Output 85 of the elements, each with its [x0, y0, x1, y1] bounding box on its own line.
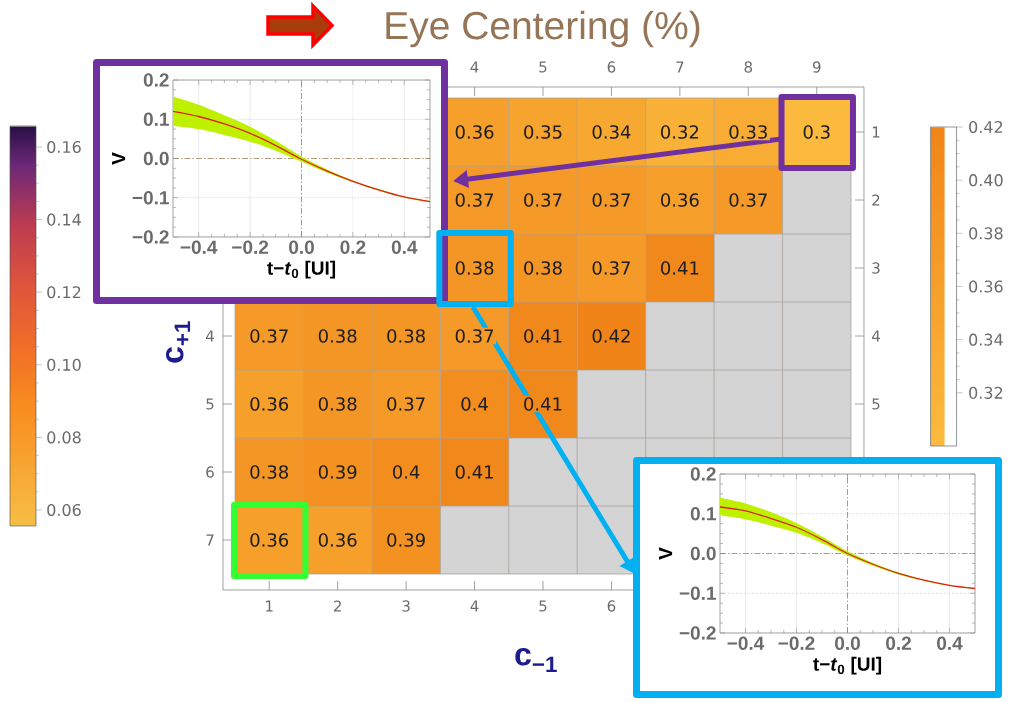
data-label: 0.4	[392, 465, 420, 479]
data-label: 0.36	[455, 125, 494, 139]
data-label: 0.41	[524, 397, 562, 411]
x-tick-label: 5	[539, 61, 547, 73]
x-tick-label: 2	[333, 600, 341, 612]
y-tick-label: −0.1	[679, 586, 716, 600]
data-label: 0.39	[318, 465, 357, 479]
data-label: 0.37	[455, 193, 494, 207]
x-tick-label: −0.2	[232, 240, 269, 254]
color-bar-label: 0.36	[969, 280, 1003, 293]
x-tick-label: 4	[470, 61, 479, 73]
text: 0.12	[47, 286, 81, 299]
y-tick-label: −0.2	[679, 626, 716, 640]
y-axis-title: c$_{+1}$	[165, 321, 191, 363]
y-tick-label: 0.2	[143, 73, 169, 87]
y-tick-label: 1	[872, 126, 880, 138]
y-tick-label: 3	[872, 262, 880, 274]
y-tick-label: 2	[872, 194, 880, 206]
y-tick-label: 0.1	[143, 112, 169, 126]
y-tick-label: −0.1	[132, 191, 169, 205]
x-tick-label: 0.0	[289, 240, 314, 254]
data-label: 0.41	[455, 465, 493, 479]
data-label: 0.38	[318, 397, 357, 411]
text: 0.10	[47, 358, 81, 371]
data-label: 0.38	[455, 261, 494, 275]
text: 0.06	[47, 503, 81, 517]
x-tick-label: 0.2	[886, 636, 911, 650]
data-label: 0.37	[729, 193, 767, 207]
color-bar-label: 0.32	[969, 386, 1003, 399]
x-tick-label: 3	[402, 600, 410, 612]
data-label: 0.36	[661, 193, 699, 207]
text: 0.16	[47, 140, 81, 154]
color-bar-label: 0.38	[969, 227, 1003, 240]
x-tick-label: −0.2	[778, 636, 815, 650]
x-tick-label: −0.4	[180, 240, 218, 254]
x-tick-label: 1	[266, 600, 273, 612]
x-axis-title: t−t$_{0}$ [UI]	[267, 260, 336, 279]
data-label: 0.32	[661, 125, 699, 139]
data-label: 0.4	[461, 397, 488, 411]
data-label: 0.33	[729, 125, 767, 139]
data-label: 0.35	[524, 125, 562, 139]
x-axis-title: c$_{−1}$	[515, 647, 557, 673]
x-axis-title: t−t$_{0}$ [UI]	[813, 656, 882, 675]
x-tick-label: 9	[812, 61, 821, 73]
x-tick-label: 0.4	[937, 636, 963, 650]
data-label: 0.3	[803, 125, 830, 139]
data-label: 0.34	[592, 125, 631, 139]
color-bar-label: 0.34	[969, 333, 1003, 346]
data-label: 0.37	[455, 329, 494, 343]
data-label: 0.38	[250, 465, 289, 479]
data-label: 0.36	[250, 397, 289, 411]
data-label: 0.37	[387, 397, 425, 411]
y-tick-label: 0.1	[690, 507, 716, 521]
data-label: 0.37	[524, 193, 562, 207]
x-tick-label: 0.2	[340, 240, 366, 254]
data-label: 0.36	[318, 533, 357, 547]
x-tick-label: 6	[607, 61, 616, 73]
data-label: 0.41	[661, 261, 699, 275]
y-axis-title: V	[659, 547, 673, 560]
text: 0.14	[47, 213, 81, 226]
data-label: 0.37	[250, 329, 288, 343]
x-tick-label: 8	[744, 61, 753, 73]
y-tick-label: 5	[872, 398, 880, 410]
data-label: 0.37	[592, 261, 630, 275]
color-bar-label: 0.40	[969, 174, 1003, 187]
data-label: 0.37	[592, 193, 630, 207]
y-axis-title: V	[112, 152, 126, 165]
data-label: 0.41	[524, 329, 562, 343]
data-label: 0.36	[250, 533, 289, 547]
data-label: 0.39	[387, 533, 425, 547]
data-label: 0.42	[592, 329, 630, 343]
x-tick-label: 0.4	[391, 240, 418, 254]
y-tick-label: 0.0	[143, 151, 169, 166]
x-tick-label: −0.4	[727, 636, 765, 650]
y-tick-label: −0.2	[132, 230, 169, 244]
y-tick-label: 4	[871, 330, 880, 342]
data-label: 0.38	[524, 261, 562, 275]
y-tick-label: 0.2	[690, 467, 716, 481]
chart-title: Eye Centering (%)	[386, 10, 700, 48]
x-tick-label: 0.0	[835, 636, 860, 650]
data-label: 0.38	[387, 329, 425, 343]
data-label: 0.38	[318, 329, 357, 343]
y-tick-label: 0.0	[690, 546, 716, 561]
color-bar-label: 0.42	[969, 120, 1003, 134]
text: 0.08	[47, 431, 81, 444]
